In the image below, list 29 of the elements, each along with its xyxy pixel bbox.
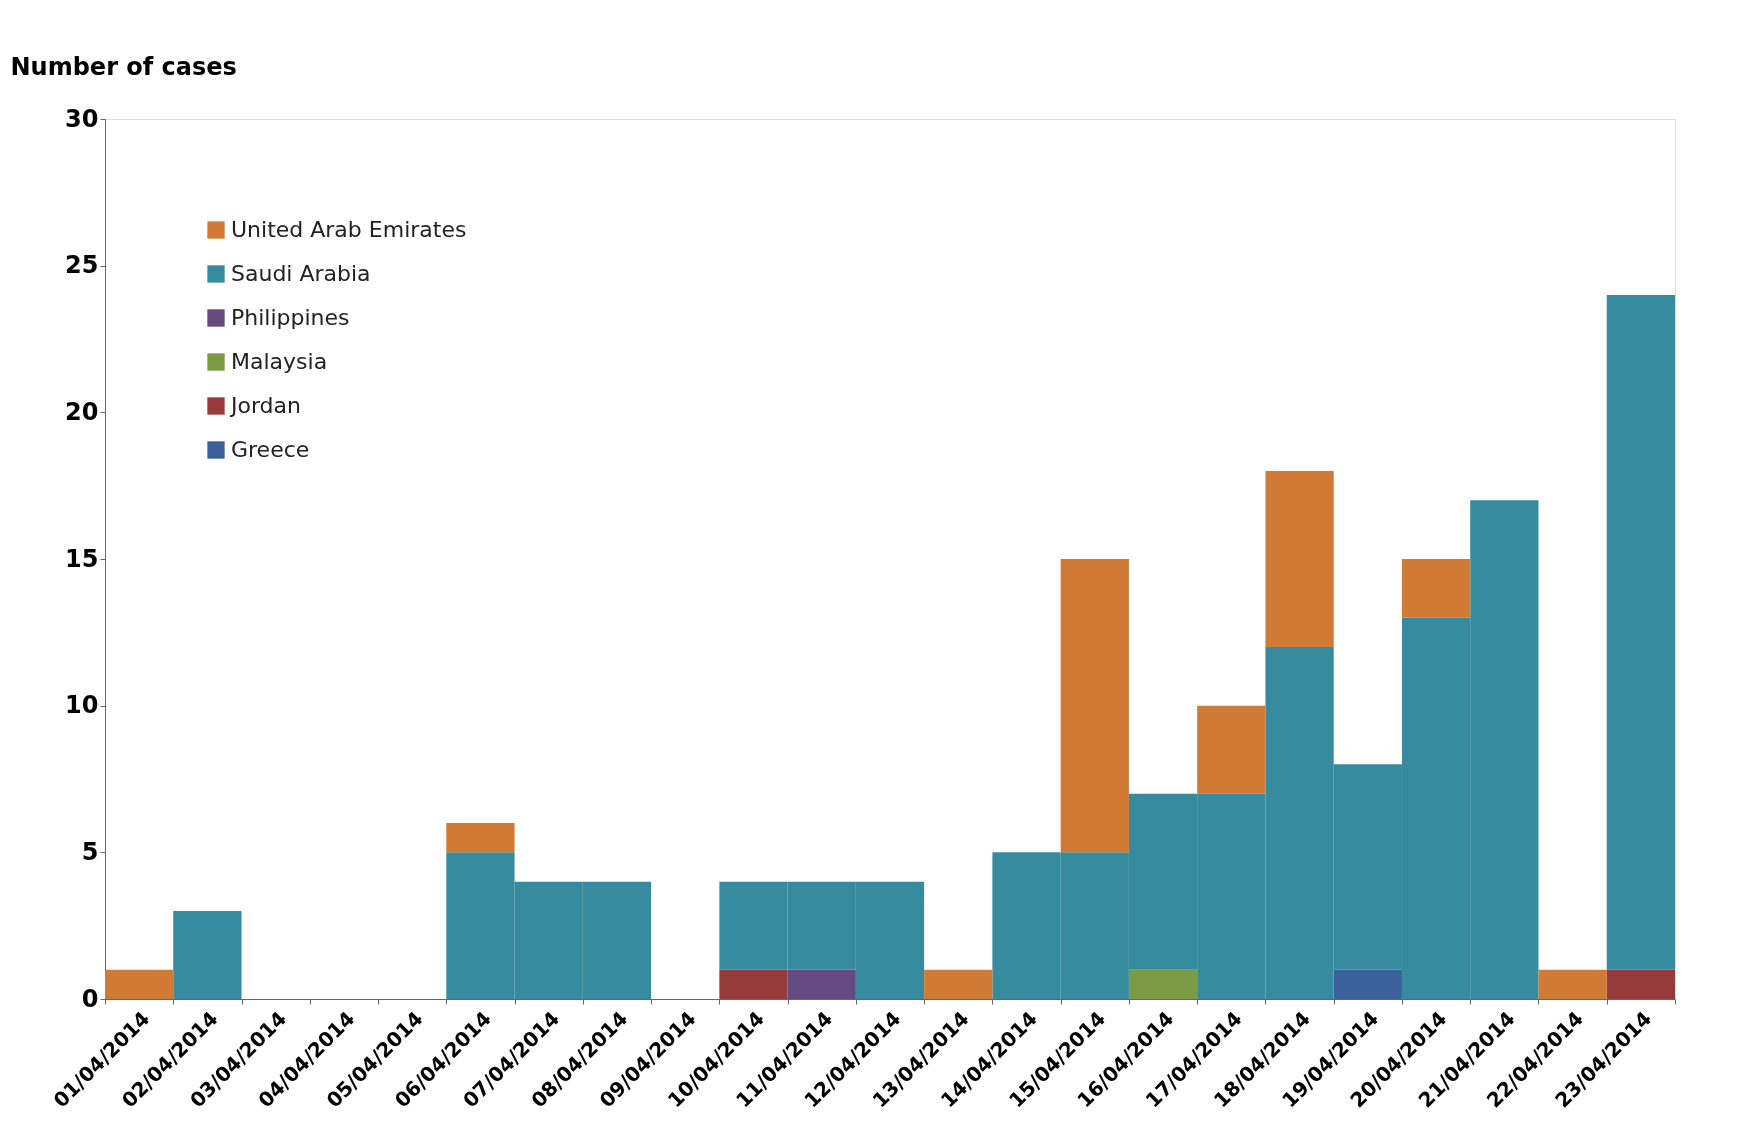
y-tick-label: 0 xyxy=(81,984,99,1013)
bar xyxy=(446,823,515,853)
bar xyxy=(173,911,242,999)
bar xyxy=(1197,705,1266,794)
legend-label: Malaysia xyxy=(231,349,328,374)
bar xyxy=(787,969,856,999)
y-axis-title: Number of cases xyxy=(10,52,237,81)
legend-label: United Arab Emirates xyxy=(231,217,467,242)
bar xyxy=(1060,559,1129,853)
bar xyxy=(1128,969,1198,999)
bar xyxy=(719,969,788,999)
bar xyxy=(105,969,174,999)
bar xyxy=(1538,969,1607,999)
bar xyxy=(1401,559,1471,618)
y-tick-label: 20 xyxy=(65,397,99,426)
y-tick-label: 15 xyxy=(65,544,99,573)
y-tick-label: 10 xyxy=(65,691,99,720)
y-tick-label: 5 xyxy=(81,837,99,866)
legend-label: Jordan xyxy=(229,393,301,418)
y-tick-label: 30 xyxy=(65,104,99,133)
legend-label: Saudi Arabia xyxy=(231,261,371,286)
bar xyxy=(1333,969,1402,999)
bar xyxy=(924,969,993,999)
legend-label: Greece xyxy=(231,437,310,462)
bar xyxy=(1265,471,1334,647)
y-tick-label: 25 xyxy=(65,251,99,280)
bar xyxy=(1606,969,1675,999)
bar xyxy=(1606,295,1675,970)
legend-label: Philippines xyxy=(231,305,350,330)
